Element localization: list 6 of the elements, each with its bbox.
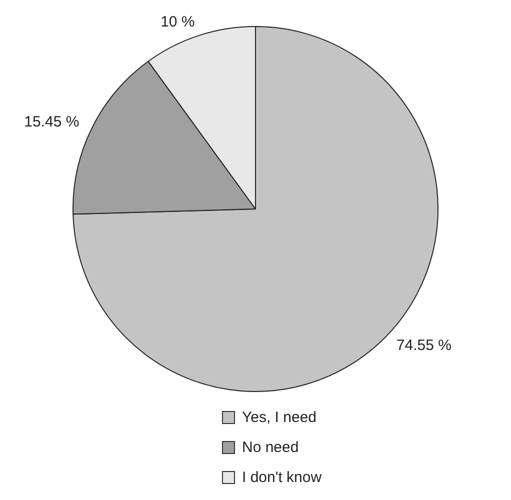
data-label: 74.55 % xyxy=(396,337,452,354)
data-label: 15.45 % xyxy=(24,113,80,130)
legend-label: No need xyxy=(242,438,299,456)
legend-label: Yes, I need xyxy=(242,408,317,426)
legend-label: I don't know xyxy=(242,468,322,486)
data-label: 10 % xyxy=(160,13,195,30)
